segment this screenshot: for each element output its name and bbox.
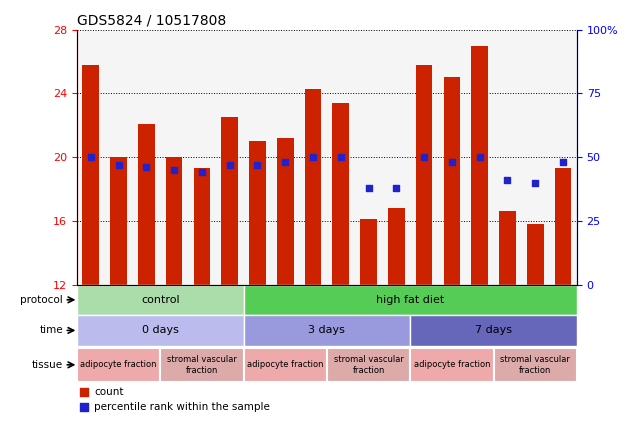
Text: 7 days: 7 days bbox=[475, 325, 512, 335]
Text: time: time bbox=[39, 325, 63, 335]
Bar bbox=[221, 117, 238, 285]
FancyBboxPatch shape bbox=[244, 285, 577, 315]
Point bbox=[79, 388, 90, 395]
FancyBboxPatch shape bbox=[77, 285, 244, 315]
Point bbox=[503, 177, 513, 184]
Bar bbox=[194, 168, 210, 285]
Bar bbox=[444, 77, 460, 285]
Bar bbox=[554, 168, 571, 285]
Point bbox=[141, 164, 151, 170]
Point bbox=[336, 154, 346, 160]
Point bbox=[253, 161, 263, 168]
Point bbox=[113, 161, 124, 168]
Text: 0 days: 0 days bbox=[142, 325, 179, 335]
Bar bbox=[83, 65, 99, 285]
Point bbox=[308, 154, 318, 160]
FancyBboxPatch shape bbox=[327, 348, 410, 382]
FancyBboxPatch shape bbox=[244, 348, 327, 382]
Text: stromal vascular
fraction: stromal vascular fraction bbox=[500, 355, 570, 374]
Text: adipocyte fraction: adipocyte fraction bbox=[80, 360, 157, 369]
Text: percentile rank within the sample: percentile rank within the sample bbox=[94, 402, 271, 412]
Bar bbox=[471, 46, 488, 285]
Bar bbox=[304, 88, 321, 285]
FancyBboxPatch shape bbox=[410, 348, 494, 382]
FancyBboxPatch shape bbox=[410, 315, 577, 346]
Text: GDS5824 / 10517808: GDS5824 / 10517808 bbox=[77, 13, 226, 27]
Text: high fat diet: high fat diet bbox=[376, 295, 444, 305]
Bar bbox=[138, 124, 154, 285]
Point bbox=[530, 179, 540, 186]
Text: adipocyte fraction: adipocyte fraction bbox=[413, 360, 490, 369]
Bar bbox=[277, 138, 294, 285]
Bar bbox=[527, 224, 544, 285]
Point bbox=[558, 159, 568, 165]
Point bbox=[86, 154, 96, 160]
FancyBboxPatch shape bbox=[77, 315, 244, 346]
Bar bbox=[499, 211, 516, 285]
Point bbox=[280, 159, 290, 165]
Point bbox=[363, 184, 374, 191]
Text: control: control bbox=[141, 295, 179, 305]
Bar bbox=[388, 208, 404, 285]
Point bbox=[79, 404, 90, 410]
Point bbox=[474, 154, 485, 160]
Bar bbox=[333, 103, 349, 285]
FancyBboxPatch shape bbox=[160, 348, 244, 382]
FancyBboxPatch shape bbox=[494, 348, 577, 382]
Point bbox=[224, 161, 235, 168]
FancyBboxPatch shape bbox=[77, 348, 160, 382]
Bar bbox=[249, 141, 266, 285]
Point bbox=[197, 169, 207, 176]
Point bbox=[169, 166, 179, 173]
Bar bbox=[360, 219, 377, 285]
Text: 3 days: 3 days bbox=[308, 325, 345, 335]
FancyBboxPatch shape bbox=[244, 315, 410, 346]
Text: count: count bbox=[94, 387, 124, 397]
Text: stromal vascular
fraction: stromal vascular fraction bbox=[167, 355, 237, 374]
Point bbox=[391, 184, 401, 191]
Bar bbox=[416, 65, 433, 285]
Point bbox=[419, 154, 429, 160]
Text: stromal vascular
fraction: stromal vascular fraction bbox=[333, 355, 404, 374]
Text: adipocyte fraction: adipocyte fraction bbox=[247, 360, 324, 369]
Bar bbox=[166, 157, 183, 285]
Point bbox=[447, 159, 457, 165]
Text: protocol: protocol bbox=[21, 295, 63, 305]
Text: tissue: tissue bbox=[32, 360, 63, 370]
Bar bbox=[110, 157, 127, 285]
